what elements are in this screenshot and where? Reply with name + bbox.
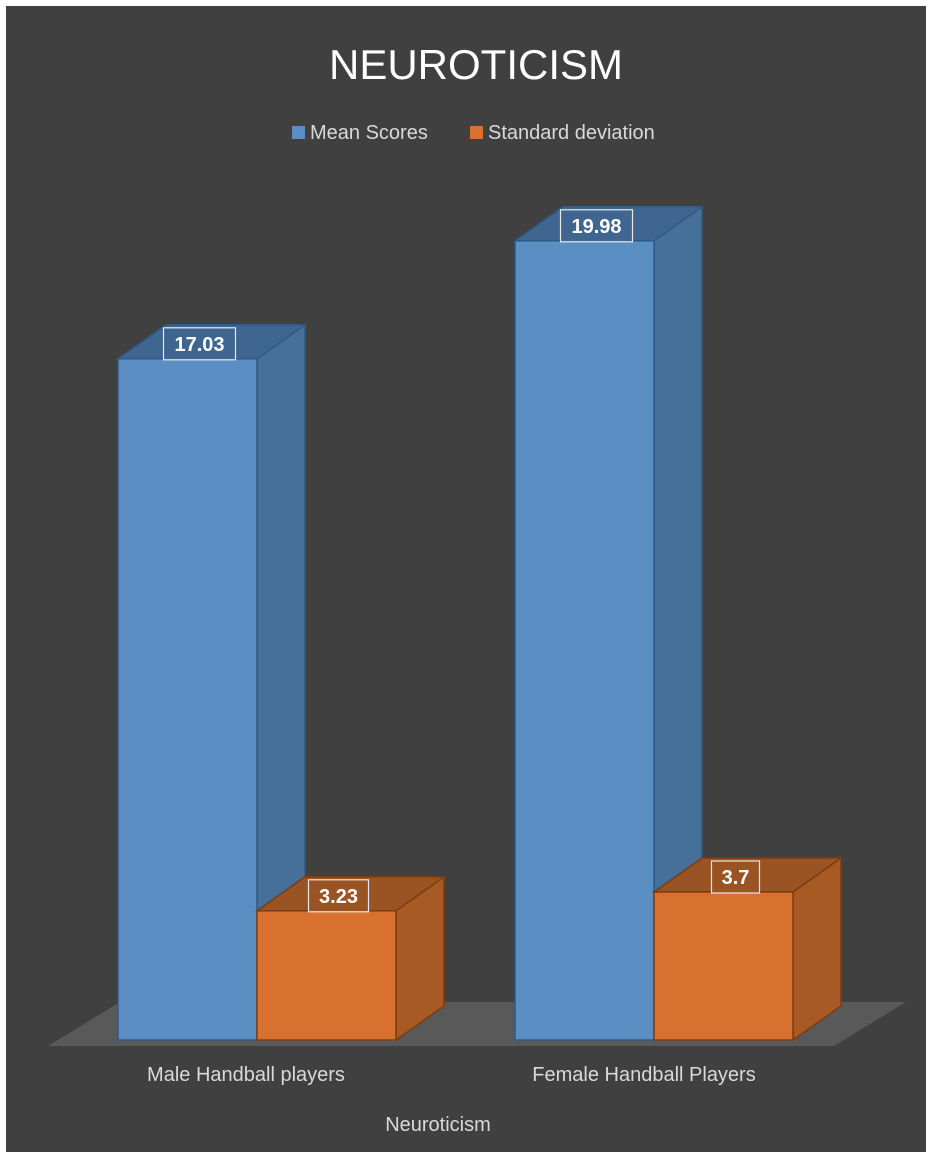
legend-label-standard-deviation: Standard deviation [488, 122, 655, 144]
data-label-text-mean-scores-male: 17.03 [174, 334, 224, 356]
data-label-text-standard-deviation-female: 3.7 [722, 867, 750, 889]
chart-area: NEUROTICISM Mean Scores Standard deviati… [6, 6, 926, 1152]
bar-front-mean-scores-female [514, 240, 655, 1041]
bars: 17.03 3.23 19.98 3.7 [115, 205, 844, 1042]
category-label-female: Female Handball Players [532, 1064, 755, 1086]
x-axis-title: Neuroticism [385, 1114, 491, 1136]
data-label-mean-scores-female: 19.98 [559, 209, 634, 243]
chart-title: NEUROTICISM [329, 41, 623, 88]
category-label-male: Male Handball players [147, 1064, 345, 1086]
data-label-mean-scores-male: 17.03 [162, 327, 237, 361]
bar-mean-scores-male [115, 323, 308, 1042]
data-label-text-mean-scores-female: 19.98 [571, 216, 621, 238]
data-label-box-mean-scores-female [559, 209, 634, 243]
data-label-box-mean-scores-male [162, 327, 237, 361]
data-label-standard-deviation-male: 3.23 [307, 879, 370, 913]
data-label-standard-deviation-female: 3.7 [710, 860, 761, 894]
legend-swatch-mean-scores [292, 126, 305, 139]
bar-front-standard-deviation-male [256, 910, 397, 1041]
bar-standard-deviation-male [254, 875, 447, 1042]
bar-front-mean-scores-male [117, 358, 258, 1041]
bar-front-standard-deviation-female [653, 891, 794, 1041]
data-label-box-standard-deviation-female [710, 860, 761, 894]
legend: Mean Scores Standard deviation [292, 122, 655, 144]
legend-label-mean-scores: Mean Scores [310, 122, 428, 144]
legend-swatch-standard-deviation [470, 126, 483, 139]
data-label-text-standard-deviation-male: 3.23 [319, 886, 358, 908]
chart-svg: NEUROTICISM Mean Scores Standard deviati… [48, 41, 906, 1136]
data-label-box-standard-deviation-male [307, 879, 370, 913]
